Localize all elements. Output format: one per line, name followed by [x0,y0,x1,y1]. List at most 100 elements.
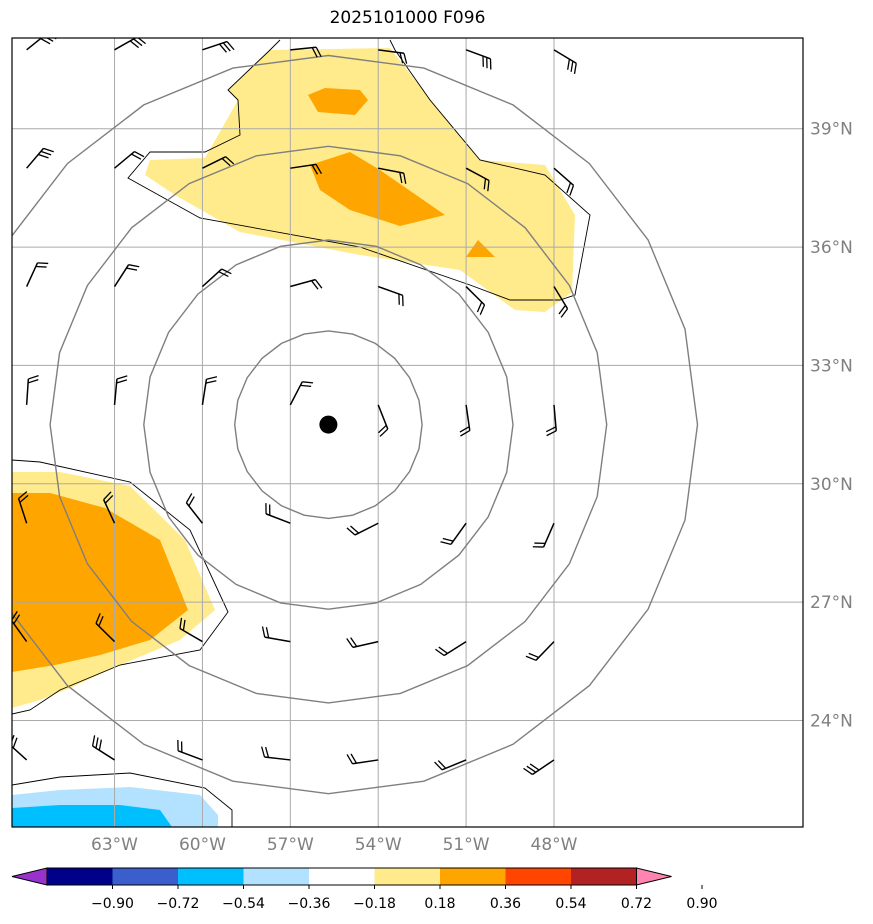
longitude-tick-label: 54°W [355,835,402,855]
wind-barb [179,617,203,643]
wind-barb [434,759,467,771]
colorbar-segment [374,868,440,885]
wind-barb [525,641,555,661]
storm-center-dot [319,415,338,434]
storm-center-marker [319,415,338,434]
wind-barb [440,522,467,546]
wind-barb [378,49,408,64]
wind-barb [523,759,555,776]
longitude-tick-label: 57°W [267,835,314,855]
range-ring [233,330,423,520]
wind-barb [202,40,235,53]
colorbar-tick-label: 0.90 [686,896,717,912]
colorbar-segment [243,868,309,885]
wind-barb [435,640,467,657]
longitude-tick-label: 63°W [91,835,138,855]
latitude-tick-label: 24°N [810,711,853,731]
wind-barb [114,150,145,169]
colorbar-segment [571,868,637,885]
colorbar-segment [440,868,506,885]
wind-barb [265,503,291,524]
wind-barb [25,262,49,287]
colorbar-tick-label: −0.36 [288,896,331,912]
map-frame [11,37,804,828]
wind-barb [465,167,490,192]
latitude-tick-label: 39°N [810,120,853,140]
colorbar-segment [178,868,244,885]
contour-outline [12,772,233,827]
colorbar-tick-label: 0.18 [424,896,455,912]
map-area [12,38,803,827]
wind-barb [290,278,323,290]
colorbar-tick-label: −0.90 [91,896,134,912]
wind-barb [102,491,116,524]
latitude-tick-label: 30°N [810,475,853,495]
colorbar-tick-label: 0.36 [490,896,521,912]
colorbar-tick-label: 0.72 [621,896,652,912]
colorbar-extend-low [11,867,48,886]
latitude-tick-label: 33°N [810,356,853,376]
longitude-labels: 63°W 60°W 57°W 54°W 51°W 48°W [91,835,578,855]
wind-barb [378,167,407,184]
wind-barb [91,735,115,761]
wind-barb [377,285,404,307]
wind-barb [290,163,323,175]
wind-barb [553,286,569,318]
longitude-tick-label: 60°W [179,835,226,855]
range-ring [49,145,608,704]
colorbar-segment [47,868,113,885]
colorbar-segment [112,868,178,885]
wind-barb [201,268,232,288]
wind-barb [113,264,140,287]
wind-barb [346,637,379,649]
colorbar-frame [46,867,637,886]
longitude-tick-label: 51°W [443,835,490,855]
wind-barb [261,746,291,761]
wind-barb [202,156,235,169]
wind-barb [26,147,54,169]
latitude-labels: 24°N 27°N 30°N 33°N 36°N 39°N [810,120,853,732]
contour-outline [12,459,229,715]
colorbar-segment [309,868,375,885]
wind-barb [465,49,492,70]
contour-outline [127,39,591,301]
wind-barb [177,740,203,761]
wind-barb [377,404,389,437]
wind-barb [201,376,218,406]
wind-barb [465,286,486,316]
wind-barb [25,374,39,405]
wind-barb [553,49,577,74]
longitude-tick-label: 48°W [531,835,578,855]
wind-barb [545,404,557,437]
wind-barb [346,522,379,536]
range-ring [12,54,699,795]
wind-barb [290,46,322,58]
wind-barb [346,753,379,765]
range-rings [12,54,699,795]
colorbar: −0.90 −0.72 −0.54 −0.36 −0.18 0.18 0.36 0.54 0.7… [11,867,718,912]
latitude-tick-label: 27°N [810,593,853,613]
wind-barb [553,167,575,196]
colorbar-tick-label: 0.54 [555,896,586,912]
colorbar-extend-high [636,867,672,886]
wind-barb [261,626,291,643]
wind-barb [95,613,116,643]
wind-barb [26,38,57,51]
range-ring [143,239,514,610]
positive-anomaly-north [145,48,575,312]
wind-barbs [12,38,577,776]
wind-barb [289,381,314,406]
wind-barb [532,522,555,548]
wind-barb [17,491,29,524]
colorbar-segment [505,868,571,885]
wind-barb [185,493,204,524]
colorbar-tick-label: −0.72 [157,896,200,912]
latitude-tick-label: 36°N [810,238,853,258]
positive-anomaly-west [12,472,215,708]
colorbar-tick-label: −0.18 [353,896,396,912]
map-title: 2025101000 F096 [329,8,486,28]
wind-barb [113,375,128,405]
wind-barb [459,404,471,437]
colorbar-tick-label: −0.54 [222,896,265,912]
